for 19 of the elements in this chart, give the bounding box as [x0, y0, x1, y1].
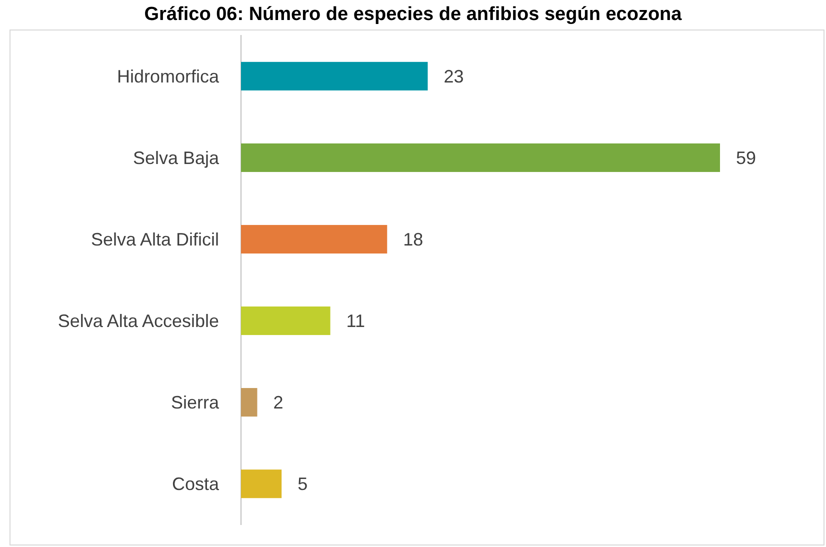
data-label: 59	[736, 148, 756, 168]
y-tick-label: Selva Alta Accesible	[58, 311, 219, 332]
y-tick-label: Selva Baja	[132, 148, 220, 168]
bar	[241, 306, 330, 336]
data-label: 5	[298, 474, 308, 494]
bar	[241, 470, 282, 498]
bar	[241, 224, 388, 254]
data-label: 11	[346, 311, 365, 332]
data-label: 18	[403, 230, 424, 250]
bar	[241, 388, 258, 417]
bar	[241, 62, 428, 90]
y-tick-label: Selva Alta Dificil	[90, 230, 219, 250]
y-tick-label: Sierra	[170, 392, 220, 413]
chart-title: Gráfico 06: Número de especies de anfibios según ecozona	[144, 4, 682, 25]
data-label: 23	[444, 66, 464, 86]
bar	[241, 143, 720, 172]
y-tick-label: Hidromorfica	[116, 66, 220, 86]
data-label: 2	[273, 392, 284, 413]
y-tick-label: Costa	[172, 474, 220, 494]
